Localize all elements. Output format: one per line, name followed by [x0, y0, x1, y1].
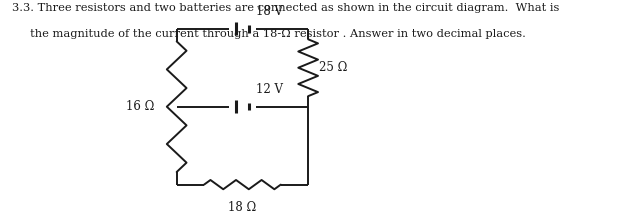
Text: 3.3. Three resistors and two batteries are connected as shown in the circuit dia: 3.3. Three resistors and two batteries a… [12, 3, 560, 14]
Text: the magnitude of the current through a 18-Ω resistor . Answer in two decimal pla: the magnitude of the current through a 1… [12, 29, 526, 39]
Text: 12 V: 12 V [256, 83, 283, 96]
Text: 18 V: 18 V [256, 5, 283, 18]
Text: 16 Ω: 16 Ω [127, 100, 155, 113]
Text: 18 Ω: 18 Ω [228, 201, 256, 215]
Text: 25 Ω: 25 Ω [319, 61, 348, 74]
